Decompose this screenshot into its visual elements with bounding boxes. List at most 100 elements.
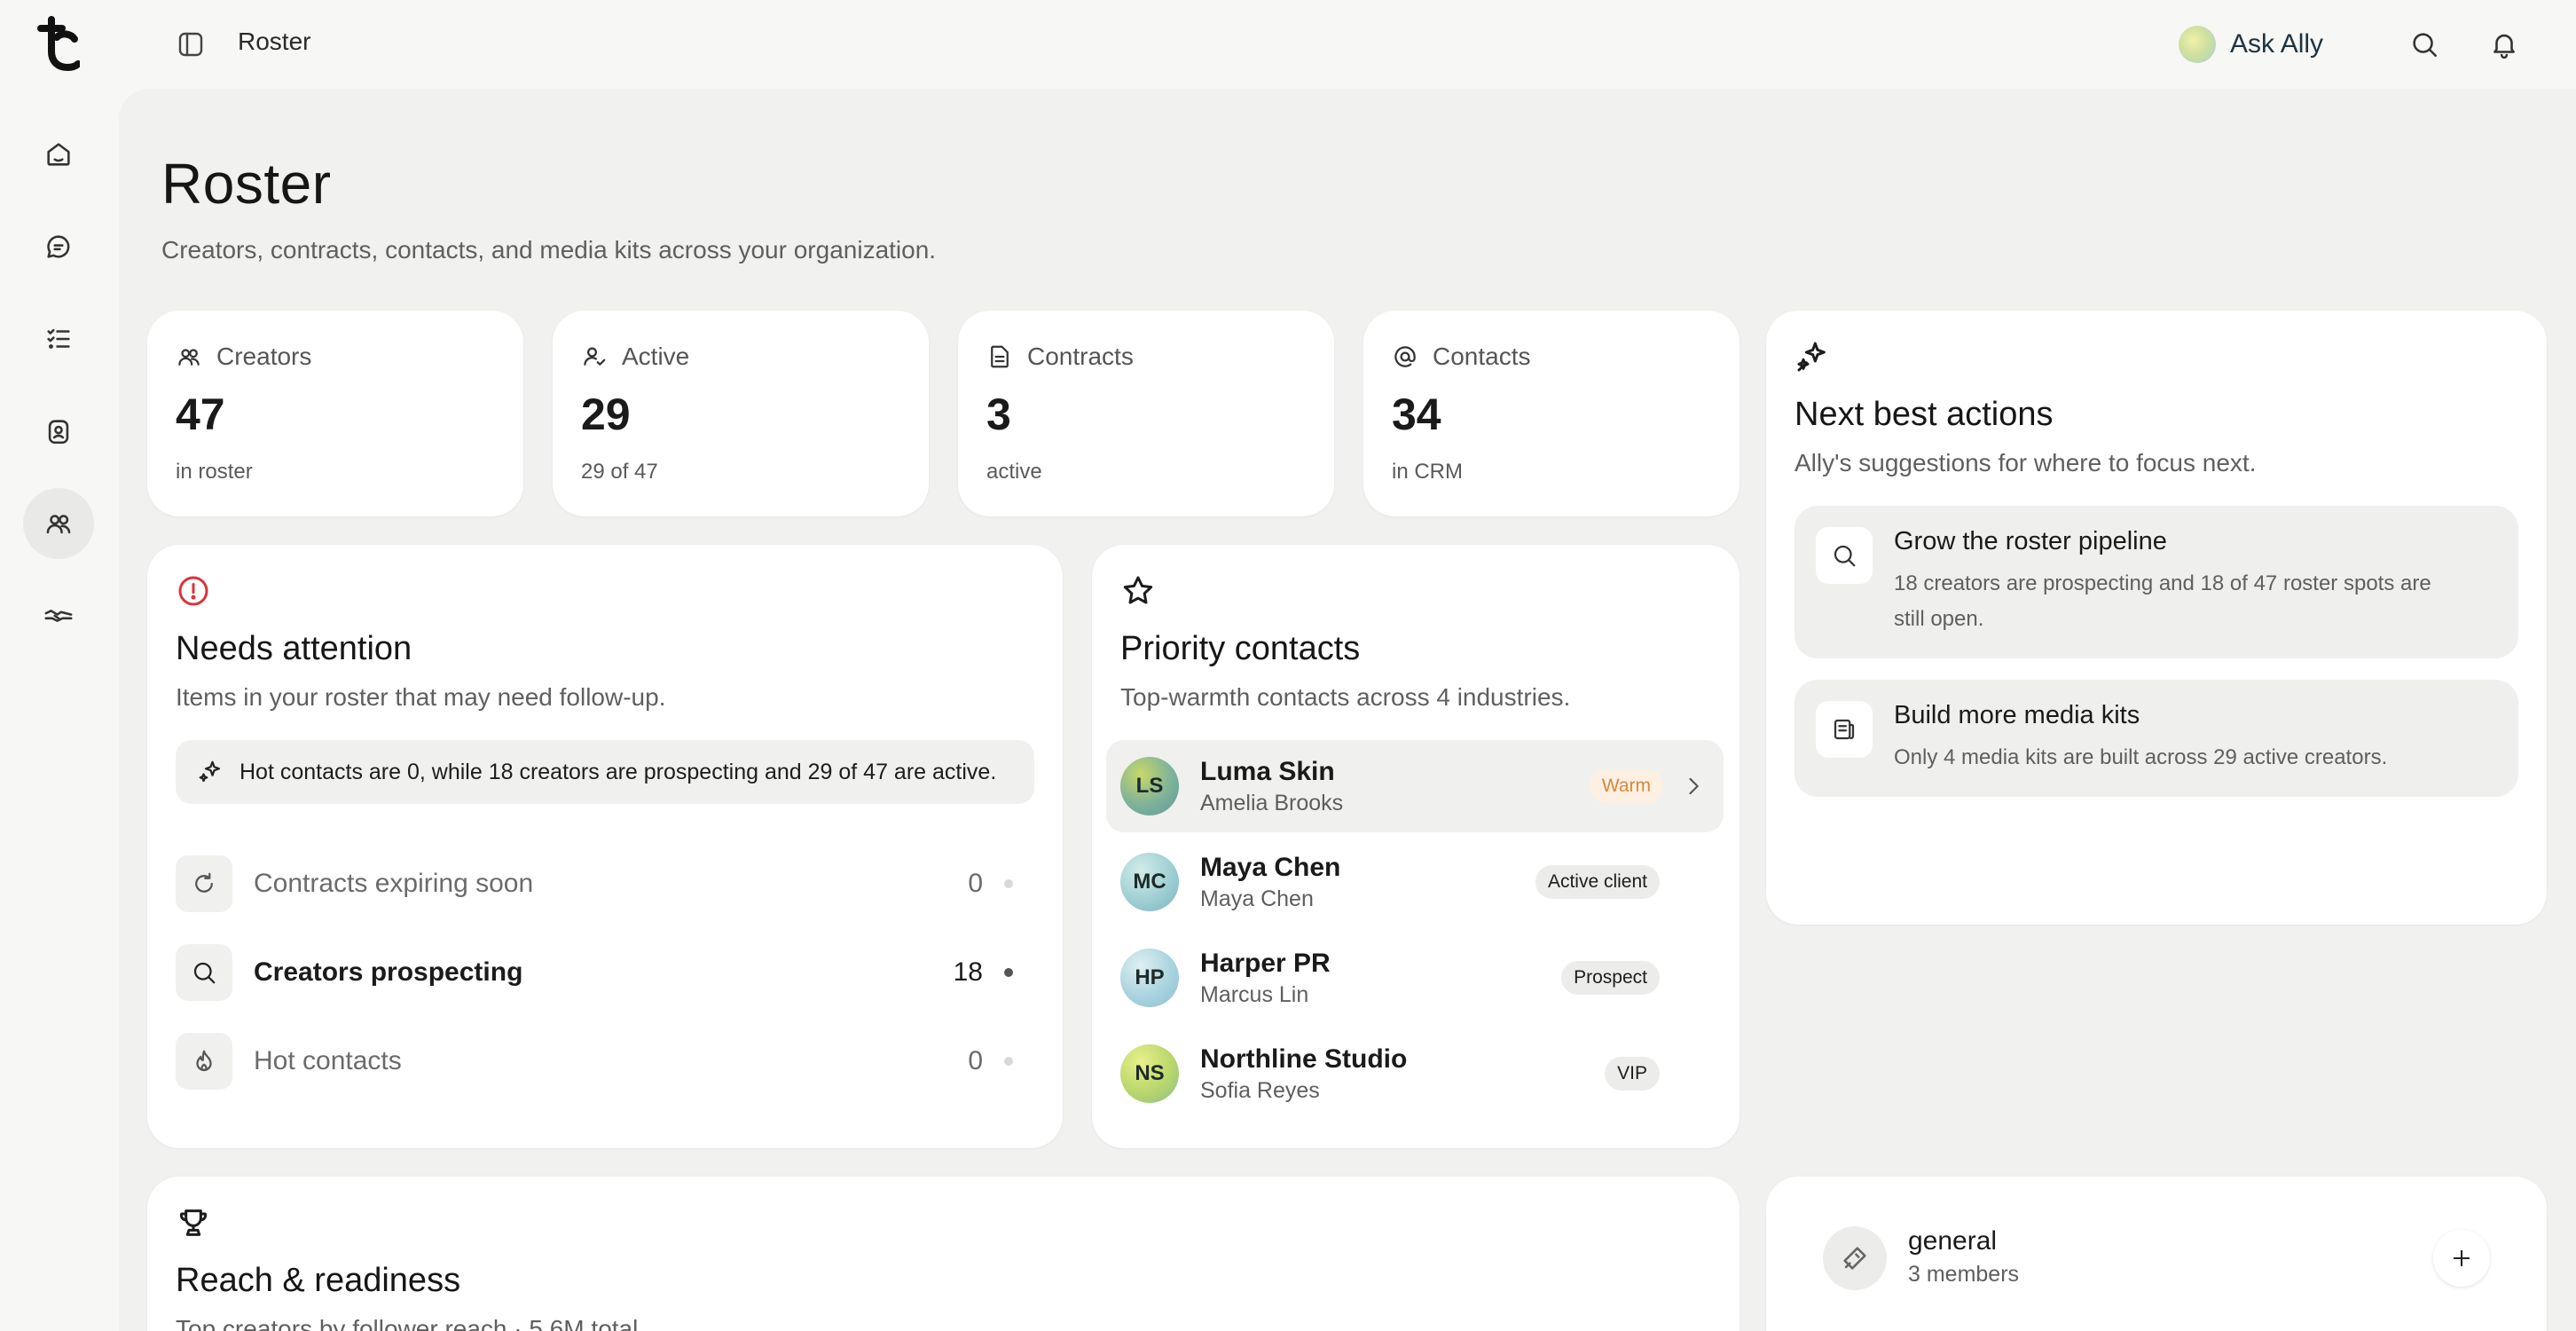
top-bar: Roster Ask Ally — [0, 0, 2576, 89]
stat-card-creators[interactable]: Creators 47 in roster — [147, 311, 523, 516]
contact-name: Harper PR — [1200, 948, 1331, 978]
channel-name: general — [1908, 1226, 1998, 1256]
avatar: MC — [1120, 853, 1179, 911]
nav-profile[interactable] — [23, 396, 94, 467]
ask-ally-button[interactable]: Ask Ally — [2179, 25, 2323, 64]
stat-note: in roster — [176, 460, 253, 484]
attention-count: 18 — [953, 957, 983, 987]
page-subtitle: Creators, contracts, contacts, and media… — [161, 236, 937, 264]
stat-note: active — [986, 460, 1042, 484]
contact-name: Luma Skin — [1200, 756, 1335, 786]
contact-person: Marcus Lin — [1200, 981, 1309, 1007]
stat-label: Creators — [216, 343, 312, 370]
flame-icon — [176, 1033, 232, 1090]
status-badge: VIP — [1605, 1057, 1660, 1091]
contact-row[interactable]: MC Maya Chen Maya Chen Active client — [1106, 836, 1724, 928]
stat-note: in CRM — [1392, 460, 1464, 484]
contact-person: Maya Chen — [1200, 886, 1314, 911]
action-grow-roster[interactable]: Grow the roster pipeline 18 creators are… — [1795, 506, 2518, 658]
add-button[interactable] — [2433, 1230, 2490, 1287]
card-subtitle: Top creators by follower reach · 5.6M to… — [176, 1315, 639, 1331]
contact-person: Sofia Reyes — [1200, 1077, 1320, 1103]
status-dot — [1004, 879, 1013, 888]
ally-orb-icon — [2179, 26, 2216, 63]
trophy-icon — [176, 1205, 211, 1240]
next-best-actions-card: Next best actions Ally's suggestions for… — [1766, 311, 2547, 925]
media-kit-icon — [1816, 701, 1873, 758]
contact-row[interactable]: LS Luma Skin Amelia Brooks Warm — [1106, 740, 1724, 832]
id-badge-icon — [48, 420, 69, 445]
ask-ally-label: Ask Ally — [2230, 29, 2324, 59]
attention-label: Creators prospecting — [254, 957, 523, 987]
action-build-media-kits[interactable]: Build more media kits Only 4 media kits … — [1795, 680, 2518, 797]
home-icon — [47, 143, 70, 166]
search-icon[interactable] — [2409, 29, 2439, 59]
status-badge: Active client — [1535, 865, 1660, 899]
avatar: NS — [1120, 1044, 1179, 1103]
nav-home[interactable] — [23, 119, 94, 190]
action-title: Build more media kits — [1894, 701, 2140, 729]
card-title: Reach & readiness — [176, 1262, 461, 1299]
stat-card-active[interactable]: Active 29 29 of 47 — [553, 311, 929, 516]
status-badge: Prospect — [1561, 961, 1660, 995]
contact-name: Maya Chen — [1200, 852, 1341, 882]
attention-row-hot-contacts[interactable]: Hot contacts 0 — [176, 1033, 1034, 1090]
contact-row[interactable]: HP Harper PR Marcus Lin Prospect — [1106, 932, 1724, 1024]
checklist-icon — [47, 328, 70, 349]
users-icon — [178, 349, 200, 366]
page-title: Roster — [161, 152, 332, 216]
app-logo[interactable] — [35, 16, 80, 71]
document-icon — [991, 345, 1009, 368]
card-subtitle: Items in your roster that may need follo… — [176, 683, 666, 711]
attention-row-contracts-expiring[interactable]: Contracts expiring soon 0 — [176, 855, 1034, 912]
sparkles-icon — [199, 760, 221, 783]
nav-roster[interactable] — [23, 488, 94, 559]
search-icon — [1816, 527, 1873, 584]
search-icon — [176, 944, 232, 1001]
sparkles-icon — [1795, 339, 1830, 374]
chat-icon — [47, 235, 70, 258]
at-sign-icon — [1394, 346, 1416, 367]
contact-name: Northline Studio — [1200, 1044, 1408, 1074]
stat-note: 29 of 47 — [581, 460, 658, 484]
action-title: Grow the roster pipeline — [1894, 527, 2167, 555]
stat-label: Contracts — [1027, 343, 1134, 370]
star-icon — [1120, 573, 1156, 609]
needs-attention-card: Needs attention Items in your roster tha… — [147, 545, 1063, 1148]
reach-readiness-card: Reach & readiness Top creators by follow… — [147, 1177, 1740, 1331]
handshake-icon — [44, 610, 73, 622]
alert-icon — [176, 573, 211, 609]
attention-count: 0 — [968, 869, 983, 898]
user-check-icon — [584, 347, 606, 366]
attention-label: Hot contacts — [254, 1046, 402, 1075]
card-title: Priority contacts — [1120, 630, 1361, 667]
stat-value: 29 — [581, 390, 631, 439]
chevron-right-icon — [1689, 777, 1699, 795]
attention-row-creators-prospecting[interactable]: Creators prospecting 18 — [176, 944, 1034, 1001]
card-subtitle: Ally's suggestions for where to focus ne… — [1795, 449, 2257, 476]
attention-label: Contracts expiring soon — [254, 869, 534, 898]
main-content: Roster Creators, contracts, contacts, an… — [119, 89, 2576, 1331]
nav-messages[interactable] — [23, 211, 94, 282]
stat-label: Contacts — [1433, 343, 1531, 370]
users-icon — [46, 515, 71, 534]
nav-tasks[interactable] — [23, 303, 94, 374]
avatar: LS — [1120, 757, 1179, 815]
stat-card-contacts[interactable]: Contacts 34 in CRM — [1363, 311, 1740, 516]
action-description: Only 4 media kits are built across 29 ac… — [1894, 745, 2388, 769]
card-title: Next best actions — [1795, 396, 2054, 433]
bell-icon[interactable] — [2489, 29, 2519, 59]
action-description: 18 creators are prospecting and 18 of 47… — [1894, 571, 2431, 631]
attention-summary-banner: Hot contacts are 0, while 18 creators ar… — [176, 740, 1034, 804]
contact-row[interactable]: NS Northline Studio Sofia Reyes VIP — [1106, 1028, 1724, 1120]
nav-partnerships[interactable] — [23, 580, 94, 651]
attention-count: 0 — [968, 1046, 983, 1075]
sidebar-toggle-icon[interactable] — [177, 30, 205, 59]
breadcrumb: Roster — [238, 28, 311, 55]
avatar: HP — [1120, 949, 1179, 1007]
stat-card-contracts[interactable]: Contracts 3 active — [958, 311, 1334, 516]
priority-contacts-card: Priority contacts Top-warmth contacts ac… — [1092, 545, 1740, 1148]
channel-card[interactable]: general 3 members — [1766, 1177, 2547, 1331]
stat-label: Active — [622, 343, 690, 370]
card-title: Needs attention — [176, 630, 412, 667]
